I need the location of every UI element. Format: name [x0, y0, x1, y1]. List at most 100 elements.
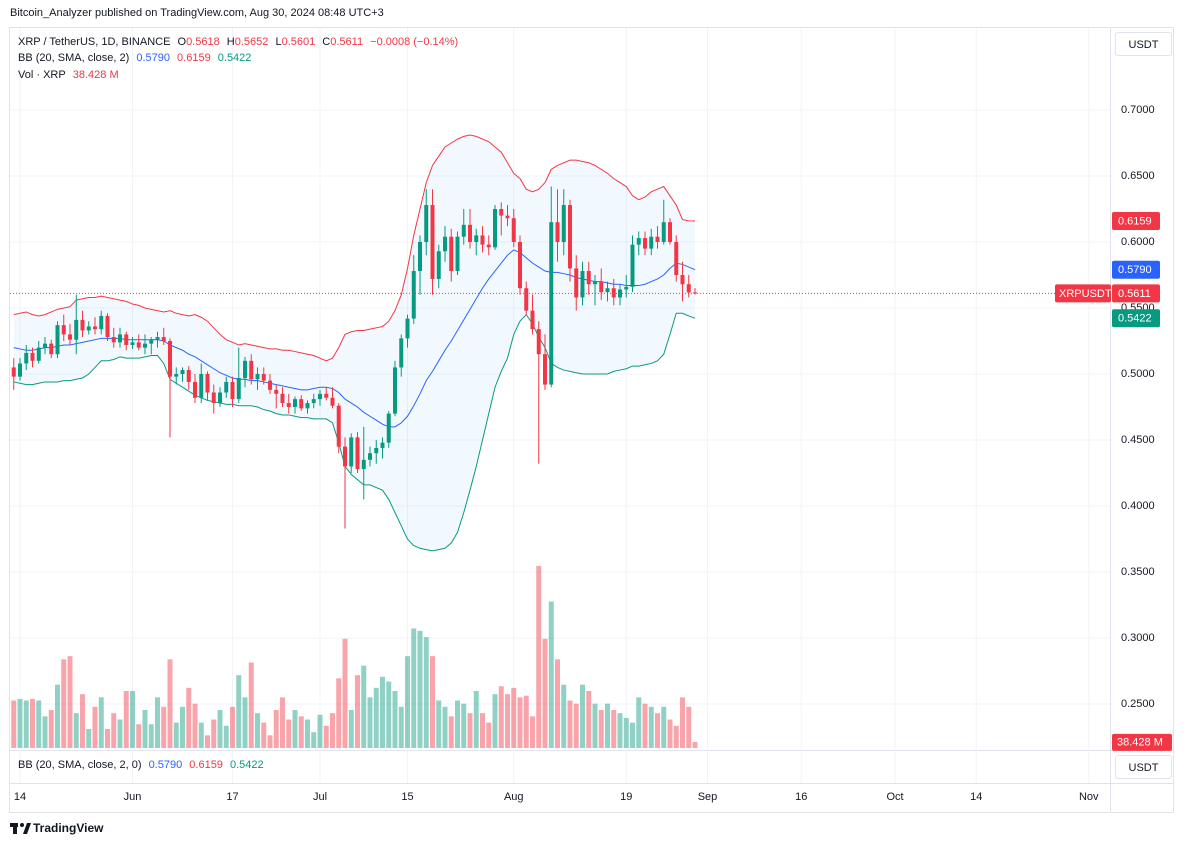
- candle-body: [436, 251, 441, 279]
- volume-bar: [11, 700, 17, 748]
- candle-body: [593, 281, 597, 285]
- candle-body: [105, 315, 110, 338]
- volume-bar: [542, 638, 548, 748]
- candle-body: [280, 393, 285, 404]
- volume-bar: [211, 719, 217, 748]
- candle-body: [586, 271, 591, 285]
- volume-bar: [342, 638, 348, 748]
- volume-bar: [511, 687, 517, 748]
- volume-bar: [155, 697, 160, 748]
- candle-body: [630, 244, 635, 287]
- volume-bar: [480, 713, 485, 748]
- y-tick-label: 0.6500: [1121, 170, 1155, 182]
- volume-bar: [636, 697, 642, 748]
- candle-body: [361, 459, 366, 470]
- bb-value: 0.6159: [177, 52, 211, 64]
- candle-body: [611, 288, 616, 298]
- candle-body: [499, 208, 504, 216]
- candle-body: [199, 374, 204, 398]
- candle-body: [674, 241, 679, 276]
- y-tick-label: 0.5000: [1121, 368, 1155, 380]
- symbol: XRP / TetherUS, 1D, BINANCE: [18, 36, 171, 48]
- candle-body: [286, 403, 291, 408]
- volume-bar: [30, 698, 35, 748]
- logo-part: [13, 823, 17, 834]
- x-tick-label: Jun: [124, 791, 142, 803]
- bb-value: 0.5790: [136, 52, 170, 64]
- candle-body: [349, 437, 354, 467]
- price-tag: [1112, 284, 1160, 303]
- volume-value: 38.428 M: [72, 69, 119, 81]
- y-tick-label: 0.7000: [1121, 104, 1155, 116]
- volume-bar: [680, 697, 685, 748]
- volume-bar: [255, 713, 260, 748]
- candle-body: [399, 338, 404, 368]
- candle-body: [55, 325, 60, 355]
- volume-bar: [623, 717, 629, 748]
- volume-bar: [105, 729, 110, 748]
- volume-bar: [661, 706, 667, 748]
- volume-bar: [80, 694, 85, 748]
- candle-body: [324, 393, 329, 398]
- volume-bar: [180, 706, 185, 748]
- candle-body: [80, 319, 85, 331]
- x-tick-label: Oct: [886, 791, 903, 803]
- bb-value: 0.5422: [230, 759, 264, 771]
- candle-body: [680, 275, 685, 285]
- volume-bar: [130, 691, 135, 748]
- x-tick-label: Jul: [313, 791, 327, 803]
- volume-bar: [580, 684, 585, 748]
- legend-volume: Vol · XRP 38.428 M: [18, 69, 123, 81]
- ohlc-letter: C: [322, 36, 331, 48]
- volume-bar: [261, 722, 267, 748]
- volume-bar: [430, 656, 435, 748]
- candle-body: [36, 347, 41, 361]
- currency-button[interactable]: USDT: [1115, 32, 1172, 56]
- logo-part: [20, 823, 24, 827]
- candle-body: [530, 310, 535, 330]
- volume-bar: [530, 716, 535, 748]
- candle-body: [468, 224, 472, 242]
- volume-bar: [273, 710, 279, 748]
- price-tag-label: 0.5611: [1118, 288, 1151, 300]
- volume-bar: [23, 700, 29, 748]
- volume-bar: [267, 735, 273, 748]
- volume-bar: [286, 719, 292, 748]
- candle-body: [343, 446, 347, 467]
- candle-body: [11, 367, 16, 377]
- currency-button[interactable]: USDT: [1115, 755, 1172, 779]
- volume-bar: [361, 665, 367, 748]
- volume-bar: [186, 687, 192, 748]
- volume-bar: [548, 601, 554, 748]
- candle-body: [449, 236, 454, 272]
- symbol-tag-label: XRPUSDT: [1059, 288, 1112, 300]
- candle-body: [93, 326, 97, 330]
- volume-bar: [42, 716, 48, 748]
- volume-bar: [167, 659, 173, 748]
- volume-bar: [292, 710, 298, 748]
- candle-body: [243, 360, 247, 378]
- candle-body: [86, 326, 91, 331]
- price-tag-label: 0.5790: [1118, 264, 1152, 276]
- candle-body: [393, 367, 397, 414]
- candle-body: [474, 235, 479, 242]
- volume-bar: [161, 706, 167, 748]
- volume-bar: [192, 703, 198, 748]
- symbol-tag: [1055, 284, 1111, 303]
- bb-value: 0.6159: [189, 759, 223, 771]
- candle-body: [380, 442, 385, 448]
- candle-body: [168, 341, 172, 377]
- volume-bar: [498, 686, 504, 748]
- volume-bar: [280, 697, 285, 748]
- x-tick-label: 15: [401, 791, 413, 803]
- candle-body: [505, 215, 510, 219]
- volume-bar: [411, 628, 417, 748]
- volume-bar: [217, 710, 223, 748]
- candle-body: [205, 374, 210, 393]
- volume-bar: [330, 713, 335, 748]
- volume-bar: [630, 722, 635, 748]
- volume-bar: [536, 565, 542, 748]
- logo-part: [23, 823, 31, 834]
- volume-bar: [336, 678, 342, 748]
